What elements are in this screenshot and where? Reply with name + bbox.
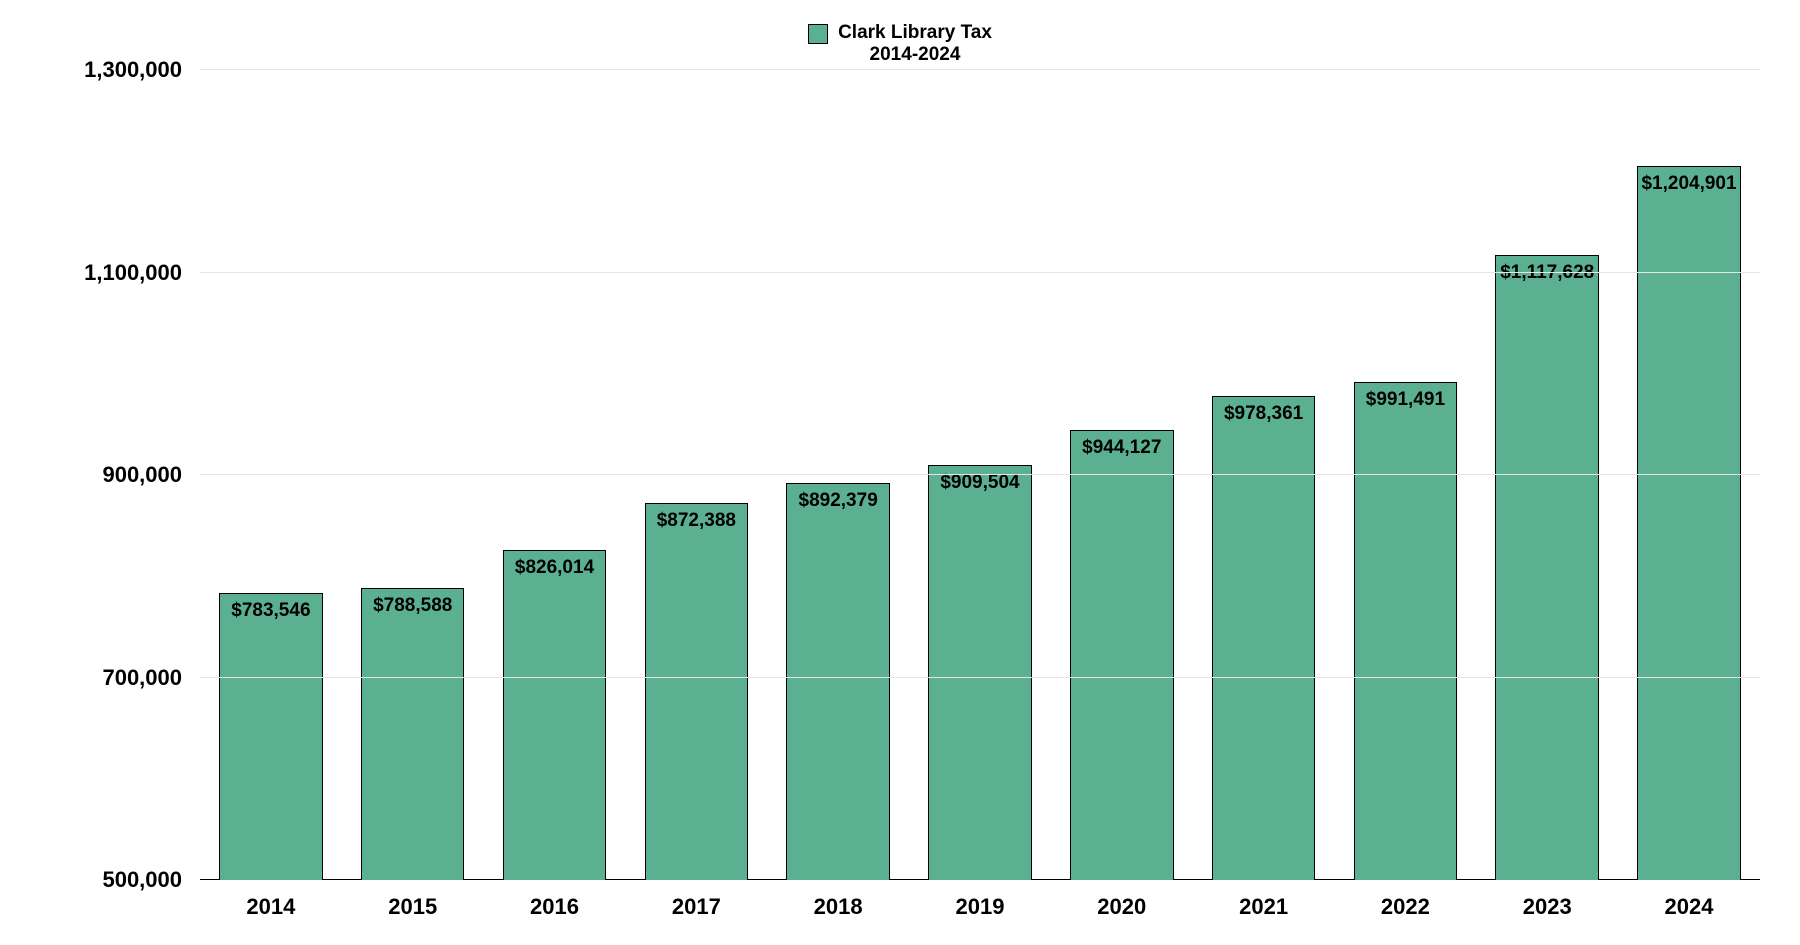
plot-area: $783,5462014$788,5882015$826,0142016$872… bbox=[200, 70, 1760, 880]
x-axis-tick-label: 2015 bbox=[342, 880, 484, 920]
bar-slot: $892,3792018 bbox=[767, 70, 909, 880]
bar-value-label: $892,379 bbox=[787, 490, 889, 512]
x-axis-tick-label: 2021 bbox=[1193, 880, 1335, 920]
x-axis-tick-label: 2017 bbox=[625, 880, 767, 920]
bar-value-label: $783,546 bbox=[220, 600, 322, 622]
legend-swatch bbox=[808, 24, 828, 44]
bar-value-label: $788,588 bbox=[362, 595, 464, 617]
bar: $826,014 bbox=[503, 550, 607, 880]
bar: $944,127 bbox=[1070, 430, 1174, 880]
legend-line-1: Clark Library Tax bbox=[838, 22, 992, 44]
y-axis-tick-label: 500,000 bbox=[102, 867, 200, 893]
bar-slot: $783,5462014 bbox=[200, 70, 342, 880]
x-axis-tick-label: 2019 bbox=[909, 880, 1051, 920]
chart-legend: Clark Library Tax 2014-2024 bbox=[0, 22, 1800, 66]
y-axis-tick-label: 900,000 bbox=[102, 462, 200, 488]
bar-value-label: $1,204,901 bbox=[1638, 173, 1740, 195]
legend-line-2: 2014-2024 bbox=[838, 44, 992, 66]
y-axis-tick-label: 1,300,000 bbox=[84, 57, 200, 83]
gridline bbox=[200, 272, 1760, 273]
bar-slot: $826,0142016 bbox=[484, 70, 626, 880]
bar-slot: $788,5882015 bbox=[342, 70, 484, 880]
gridline bbox=[200, 69, 1760, 70]
bar-slot: $978,3612021 bbox=[1193, 70, 1335, 880]
bar-value-label: $978,361 bbox=[1213, 403, 1315, 425]
x-axis-tick-label: 2018 bbox=[767, 880, 909, 920]
x-axis-tick-label: 2023 bbox=[1476, 880, 1618, 920]
bar: $1,204,901 bbox=[1637, 166, 1741, 880]
bar-value-label: $909,504 bbox=[929, 472, 1031, 494]
gridline bbox=[200, 677, 1760, 678]
bar: $1,117,628 bbox=[1495, 255, 1599, 880]
bar-slot: $991,4912022 bbox=[1335, 70, 1477, 880]
y-axis-tick-label: 1,100,000 bbox=[84, 260, 200, 286]
x-axis-tick-label: 2022 bbox=[1335, 880, 1477, 920]
bar-value-label: $944,127 bbox=[1071, 437, 1173, 459]
bar-value-label: $991,491 bbox=[1355, 389, 1457, 411]
bar-slot: $1,204,9012024 bbox=[1618, 70, 1760, 880]
bar: $991,491 bbox=[1354, 382, 1458, 880]
bar: $783,546 bbox=[219, 593, 323, 880]
bar-value-label: $1,117,628 bbox=[1496, 262, 1598, 284]
bar-slot: $1,117,6282023 bbox=[1476, 70, 1618, 880]
x-axis-tick-label: 2016 bbox=[484, 880, 626, 920]
bar: $892,379 bbox=[786, 483, 890, 880]
bar-value-label: $872,388 bbox=[646, 510, 748, 532]
library-tax-bar-chart: Clark Library Tax 2014-2024 $783,5462014… bbox=[0, 0, 1800, 945]
legend-title: Clark Library Tax 2014-2024 bbox=[838, 22, 992, 66]
bar-slot: $872,3882017 bbox=[625, 70, 767, 880]
bar: $872,388 bbox=[645, 503, 749, 880]
y-axis-tick-label: 700,000 bbox=[102, 665, 200, 691]
bar-value-label: $826,014 bbox=[504, 557, 606, 579]
bar-slot: $944,1272020 bbox=[1051, 70, 1193, 880]
bars-container: $783,5462014$788,5882015$826,0142016$872… bbox=[200, 70, 1760, 880]
bar: $909,504 bbox=[928, 465, 1032, 880]
bar: $978,361 bbox=[1212, 396, 1316, 880]
gridline bbox=[200, 474, 1760, 475]
bar: $788,588 bbox=[361, 588, 465, 880]
x-axis-tick-label: 2014 bbox=[200, 880, 342, 920]
x-axis-tick-label: 2020 bbox=[1051, 880, 1193, 920]
bar-slot: $909,5042019 bbox=[909, 70, 1051, 880]
x-axis-tick-label: 2024 bbox=[1618, 880, 1760, 920]
